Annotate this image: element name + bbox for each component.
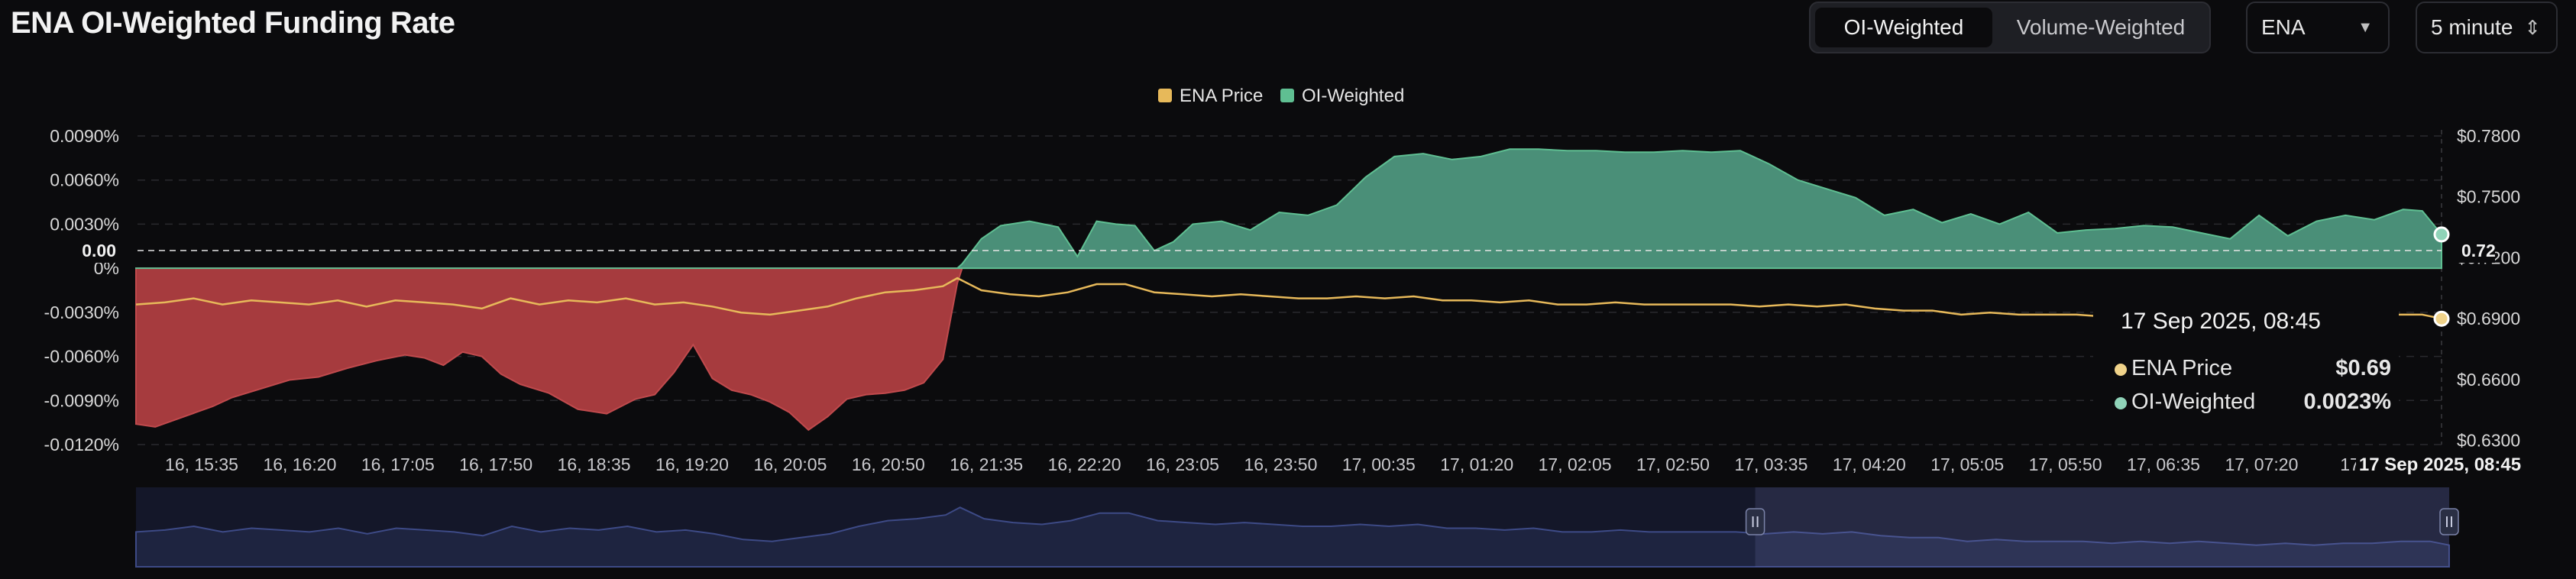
y-left-tick-label: -0.0090% [44,390,119,410]
crosshair-left-label: 0.00 [82,241,116,260]
crosshair-right-label-bg [2452,237,2495,263]
tooltip-row-name: OI-Weighted [2131,390,2256,414]
y-left-tick-label: -0.0120% [44,435,119,454]
tab-volume-weighted[interactable]: Volume-Weighted [2016,15,2186,39]
x-tick-label: 17, 04:20 [1833,454,1906,474]
crosshair-x-label: 17 Sep 2025, 08:45 [2359,454,2521,475]
x-tick-label: 16, 21:35 [950,454,1023,474]
y-right-tick-label: $0.6300 [2457,431,2520,451]
x-tick-label: 16, 17:05 [361,454,435,474]
price-dot-icon [2115,364,2127,376]
legend-label: OI-Weighted [1302,86,1404,106]
crosshair-x-label-bg [2356,451,2524,478]
tooltip-row-value: $0.69 [2335,356,2391,380]
x-tick-label: 17, 05:50 [2029,454,2102,474]
y-left-tick-label: -0.0030% [44,302,119,322]
crosshair-left-label-bg [73,238,124,263]
updown-chevron-icon: ⇕ [2524,16,2541,39]
y-left-tick-label: 0.0090% [50,126,119,146]
y-right-tick-label: $0.7500 [2457,187,2520,207]
x-tick-label: 17, 03:35 [1734,454,1807,474]
x-tick-label: 16, 19:20 [655,454,729,474]
x-tick-label: 17, 05:05 [1930,454,2004,474]
x-tick-label: 17, 07:20 [2225,454,2298,474]
x-tick-label: 16, 20:05 [753,454,827,474]
x-tick-label: 16, 23:05 [1146,454,1219,474]
y-left-tick-label: 0.0030% [50,214,119,234]
weighting-toggle: OI-Weighted Volume-Weighted [1809,2,2211,53]
page-title: ENA OI-Weighted Funding Rate [11,6,455,40]
x-tick-label: 16, 22:20 [1048,454,1121,474]
caret-down-icon: ▼ [2358,19,2373,36]
y-left-tick-label: 0.0060% [50,170,119,190]
x-tick-label: 16, 15:35 [165,454,238,474]
crosshair-right-label: 0.72 [2461,241,2496,260]
x-tick-label: 16, 17:50 [459,454,532,474]
coin-select[interactable]: ENA ▼ [2246,2,2390,53]
x-tick-label: 17, 02:50 [1636,454,1710,474]
x-tick-label: 17, 02:05 [1539,454,1612,474]
x-tick-label: 17, 01:20 [1440,454,1513,474]
navigator-right-handle[interactable] [2439,508,2459,535]
x-tick-label: 16, 23:50 [1244,454,1317,474]
legend-swatch [1158,89,1172,102]
interval-select[interactable]: 5 minute ⇕ [2416,2,2558,53]
x-tick-label: 17, 00:35 [1342,454,1416,474]
navigator-left-handle[interactable] [1745,508,1765,535]
y-right-tick-label: $0.6600 [2457,370,2520,390]
x-tick-label: 16, 20:50 [852,454,925,474]
x-tick-label: 17, 06:35 [2127,454,2200,474]
price-endpoint-marker [2433,310,2450,327]
y-right-tick-label: $0.6900 [2457,309,2520,328]
legend-label: ENA Price [1180,86,1263,106]
coin-select-value: ENA [2261,15,2306,39]
navigator-selection [1755,487,2449,567]
tooltip-row-name: ENA Price [2131,356,2233,380]
legend-swatch [1280,89,1294,102]
tab-oi-weighted[interactable]: OI-Weighted [1815,8,1992,47]
x-tick-label: 16, 18:35 [558,454,631,474]
oi-endpoint-marker [2433,226,2450,243]
chart-tooltip: 17 Sep 2025, 08:45 ENA Price $0.69 OI-We… [2093,290,2399,429]
oi-dot-icon [2115,397,2127,409]
y-right-tick-label: $0.7800 [2457,126,2520,146]
price-line [135,277,2442,320]
interval-select-value: 5 minute [2431,15,2513,39]
x-tick-label: 16, 16:20 [263,454,336,474]
tooltip-title: 17 Sep 2025, 08:45 [2121,309,2321,334]
tooltip-row-value: 0.0023% [2303,390,2392,414]
y-left-tick-label: -0.0060% [44,347,119,367]
navigator-series [135,506,2450,568]
